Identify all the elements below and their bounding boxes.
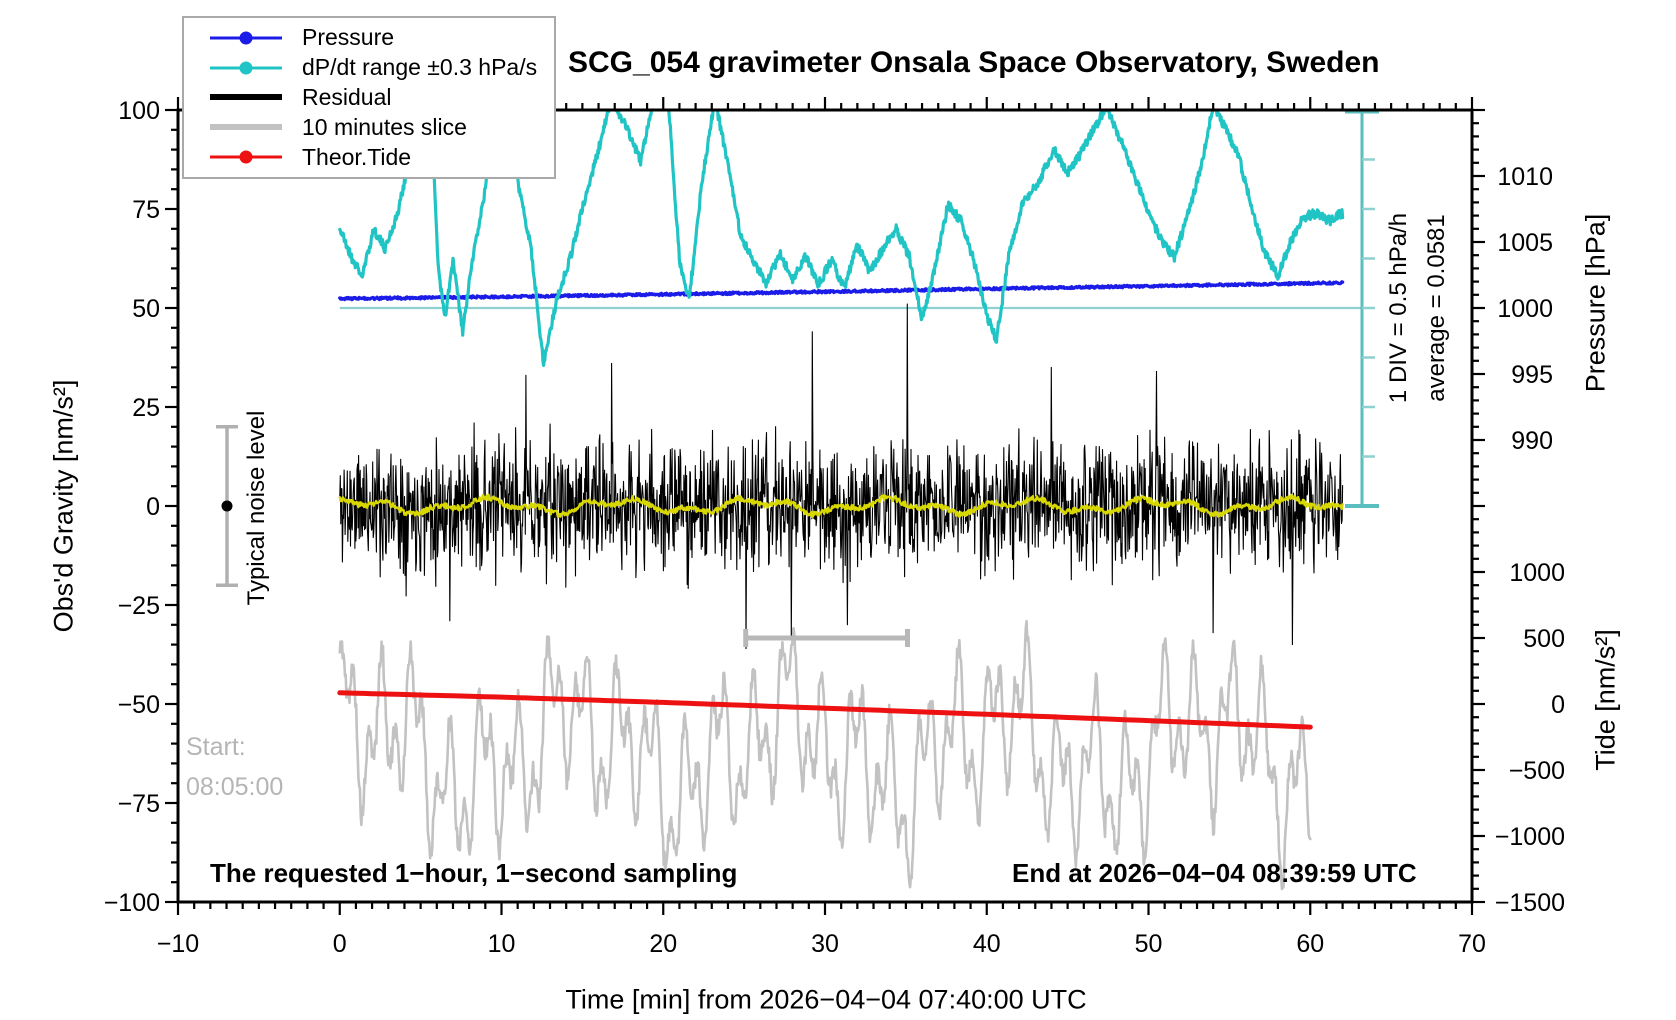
legend-label: Residual	[302, 83, 392, 110]
tide-tick-label: −500	[1509, 757, 1565, 785]
plot-frame	[176, 108, 1474, 904]
gravity-tick-label: −25	[118, 592, 160, 620]
x-tick-label: 70	[1458, 930, 1486, 958]
tide-tick-label: 500	[1523, 625, 1565, 653]
noise-level-errorbar	[216, 425, 238, 587]
pressure-tick-label: 1010	[1497, 163, 1553, 191]
scalebar-div-annotation: 1 DIV = 0.5 hPa/h	[1385, 212, 1412, 404]
start-time: 08:05:00	[186, 773, 284, 801]
y-axis-title-gravity: Obs'd Gravity [nm/s²]	[48, 379, 79, 633]
x-tick-label: 0	[333, 930, 347, 958]
tide-tick-label: −1000	[1495, 823, 1565, 851]
pressure-tick-label: 1005	[1497, 229, 1553, 257]
legend-item-pressure: Pressure	[210, 24, 550, 51]
y-axis-title-pressure: Pressure [hPa]	[1580, 213, 1611, 393]
legend-item-slice: 10 minutes slice	[210, 114, 550, 141]
y-axis-title-tide: Tide [nm/s²]	[1590, 629, 1621, 771]
slice-line-sample-icon	[210, 120, 282, 135]
gravity-tick-label: −75	[118, 790, 160, 818]
legend-label: 10 minutes slice	[302, 113, 467, 140]
pressure-tick-label: 990	[1511, 427, 1553, 455]
gravity-tick-label: 25	[132, 394, 160, 422]
x-tick-label: 20	[649, 930, 677, 958]
x-axis-title: Time [min] from 2026−04−04 07:40:00 UTC	[565, 984, 1087, 1015]
slice-10min-bracket	[743, 629, 910, 647]
legend-label: dP/dt range ±0.3 hPa/s	[302, 54, 538, 81]
x-tick-label: 60	[1296, 930, 1324, 958]
residual-series	[339, 303, 1344, 650]
sampling-note: The requested 1−hour, 1−second sampling	[210, 858, 738, 888]
x-tick-label: 10	[488, 930, 516, 958]
legend-item-dpdt: dP/dt range ±0.3 hPa/s	[210, 54, 550, 81]
typical-noise-label: Typical noise level	[243, 410, 270, 606]
legend-item-tide: Theor.Tide	[210, 144, 550, 171]
x-tick-label: 40	[973, 930, 1001, 958]
legend-label: Pressure	[302, 24, 395, 51]
dp-scalebar	[1345, 109, 1379, 508]
tide-tick-label: 0	[1551, 691, 1565, 719]
pressure-tick-label: 1000	[1497, 295, 1553, 323]
pressure-line-sample-icon	[210, 30, 282, 45]
end-note: End at 2026−04−04 08:39:59 UTC	[1012, 858, 1417, 888]
scalebar-average-annotation: average = 0.0581	[1423, 214, 1450, 402]
tide-tick-label: −1500	[1495, 889, 1565, 917]
gravity-tick-label: 100	[118, 97, 160, 125]
x-tick-label: 30	[811, 930, 839, 958]
tide-tick-label: 1000	[1509, 559, 1565, 587]
legend-item-residual: Residual	[210, 84, 550, 111]
gravity-tick-label: 75	[132, 196, 160, 224]
x-tick-label: 50	[1135, 930, 1163, 958]
pressure-series	[338, 280, 1345, 302]
gravity-tick-label: 50	[132, 295, 160, 323]
legend-label: Theor.Tide	[302, 143, 412, 170]
residual-line-sample-icon	[210, 90, 282, 105]
gravity-tick-label: −50	[118, 691, 160, 719]
legend-box: Pressure dP/dt range ±0.3 hPa/s Residual…	[182, 16, 556, 179]
series-group	[337, 108, 1345, 891]
tide-line-sample-icon	[210, 150, 282, 165]
chart-title: SCG_054 gravimeter Onsala Space Observat…	[568, 46, 1380, 79]
pressure-tick-label: 995	[1511, 361, 1553, 389]
gravity-tick-label: −100	[104, 889, 160, 917]
start-label: Start:	[186, 733, 246, 761]
dpdt-line-sample-icon	[210, 60, 282, 75]
smoothed-residual-series	[338, 493, 1344, 519]
x-tick-label: −10	[157, 930, 199, 958]
tide-series	[337, 690, 1313, 730]
slice-series	[338, 619, 1312, 891]
gravity-tick-label: 0	[146, 493, 160, 521]
